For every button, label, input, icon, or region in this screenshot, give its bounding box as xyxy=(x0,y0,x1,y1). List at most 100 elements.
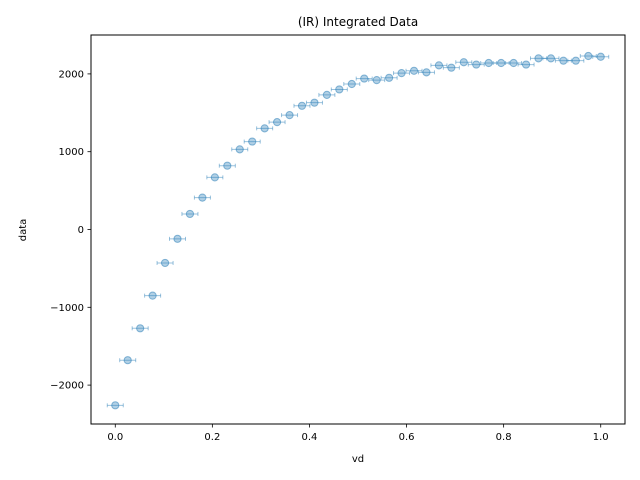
point-marker xyxy=(571,56,580,65)
data-point xyxy=(281,111,299,120)
point-marker xyxy=(335,85,344,94)
point-marker xyxy=(260,124,269,133)
data-point xyxy=(442,63,460,72)
point-marker xyxy=(297,101,307,110)
data-point xyxy=(579,51,597,61)
point-marker xyxy=(285,111,294,120)
x-tick-label: 0.4 xyxy=(302,432,318,443)
x-tick-label: 1.0 xyxy=(593,432,609,443)
data-point xyxy=(268,118,286,127)
y-tick-label: 0 xyxy=(78,225,84,236)
data-point xyxy=(417,68,435,77)
data-point xyxy=(368,76,386,85)
data-point xyxy=(380,73,398,82)
y-axis-label: data xyxy=(18,219,29,242)
point-marker xyxy=(360,74,369,83)
data-point xyxy=(318,90,336,100)
plot-frame xyxy=(90,34,626,425)
point-marker xyxy=(584,51,593,61)
point-marker xyxy=(148,291,157,300)
data-point xyxy=(405,66,423,75)
data-point xyxy=(505,58,523,68)
data-point xyxy=(455,58,473,67)
data-point xyxy=(355,74,373,83)
point-marker xyxy=(372,76,381,85)
point-marker xyxy=(248,137,257,146)
y-axis-ticks: −2000 −1000 0 1000 2000 xyxy=(50,69,91,392)
point-marker xyxy=(422,68,431,77)
point-marker xyxy=(559,56,568,65)
data-point xyxy=(554,56,572,65)
point-marker xyxy=(160,258,170,268)
data-point xyxy=(330,85,348,94)
y-tick-label: 1000 xyxy=(59,147,84,158)
point-marker xyxy=(223,161,232,170)
data-point xyxy=(393,69,411,78)
point-marker xyxy=(310,98,319,107)
point-marker xyxy=(185,209,195,219)
data-point xyxy=(542,54,560,63)
chart-title: (IR) Integrated Data xyxy=(298,15,418,29)
x-axis-label: vd xyxy=(352,454,364,465)
y-tick-label: 2000 xyxy=(59,69,84,80)
data-point xyxy=(144,291,162,300)
point-marker xyxy=(484,58,493,68)
data-point xyxy=(467,60,485,69)
data-point xyxy=(193,193,211,202)
x-tick-label: 0.6 xyxy=(399,432,415,443)
data-point xyxy=(218,161,236,170)
data-point xyxy=(567,56,585,65)
point-marker xyxy=(521,60,531,69)
point-marker xyxy=(210,173,219,182)
point-marker xyxy=(136,324,145,333)
point-marker xyxy=(409,66,419,75)
data-point xyxy=(169,234,187,243)
data-point xyxy=(206,173,224,182)
point-marker xyxy=(322,90,331,100)
point-marker xyxy=(546,54,556,63)
data-point xyxy=(529,54,547,63)
point-marker xyxy=(235,145,244,154)
point-marker xyxy=(509,58,518,68)
data-point xyxy=(517,60,535,69)
data-point xyxy=(231,145,249,154)
point-marker xyxy=(123,356,132,365)
point-marker xyxy=(347,79,356,89)
data-point xyxy=(293,101,311,110)
point-marker xyxy=(497,58,506,68)
point-marker xyxy=(385,73,394,82)
x-tick-label: 0.8 xyxy=(496,432,512,443)
data-point xyxy=(256,124,274,133)
x-axis-ticks: 0.0 0.2 0.4 0.6 0.8 1.0 xyxy=(107,424,609,443)
point-marker xyxy=(459,58,468,67)
data-point xyxy=(430,61,448,70)
point-marker xyxy=(272,118,282,127)
data-point xyxy=(592,52,610,61)
point-marker xyxy=(534,54,543,63)
data-point xyxy=(343,79,361,89)
data-point xyxy=(243,137,261,146)
data-point xyxy=(305,98,323,107)
data-point xyxy=(106,401,124,410)
point-marker xyxy=(397,69,406,78)
data-point xyxy=(492,58,510,68)
point-marker xyxy=(596,52,605,61)
point-marker xyxy=(173,234,182,243)
x-tick-label: 0.0 xyxy=(107,432,123,443)
data-point xyxy=(480,58,498,68)
x-tick-label: 0.2 xyxy=(204,432,220,443)
data-point xyxy=(181,209,199,219)
data-point xyxy=(156,258,174,268)
data-point xyxy=(131,324,149,333)
y-tick-label: −2000 xyxy=(50,381,84,392)
data-points xyxy=(106,51,610,410)
point-marker xyxy=(198,193,207,202)
point-marker xyxy=(111,401,120,410)
point-marker xyxy=(472,60,481,69)
y-tick-label: −1000 xyxy=(50,303,84,314)
data-point xyxy=(119,356,137,365)
point-marker xyxy=(447,63,456,72)
point-marker xyxy=(434,61,444,70)
